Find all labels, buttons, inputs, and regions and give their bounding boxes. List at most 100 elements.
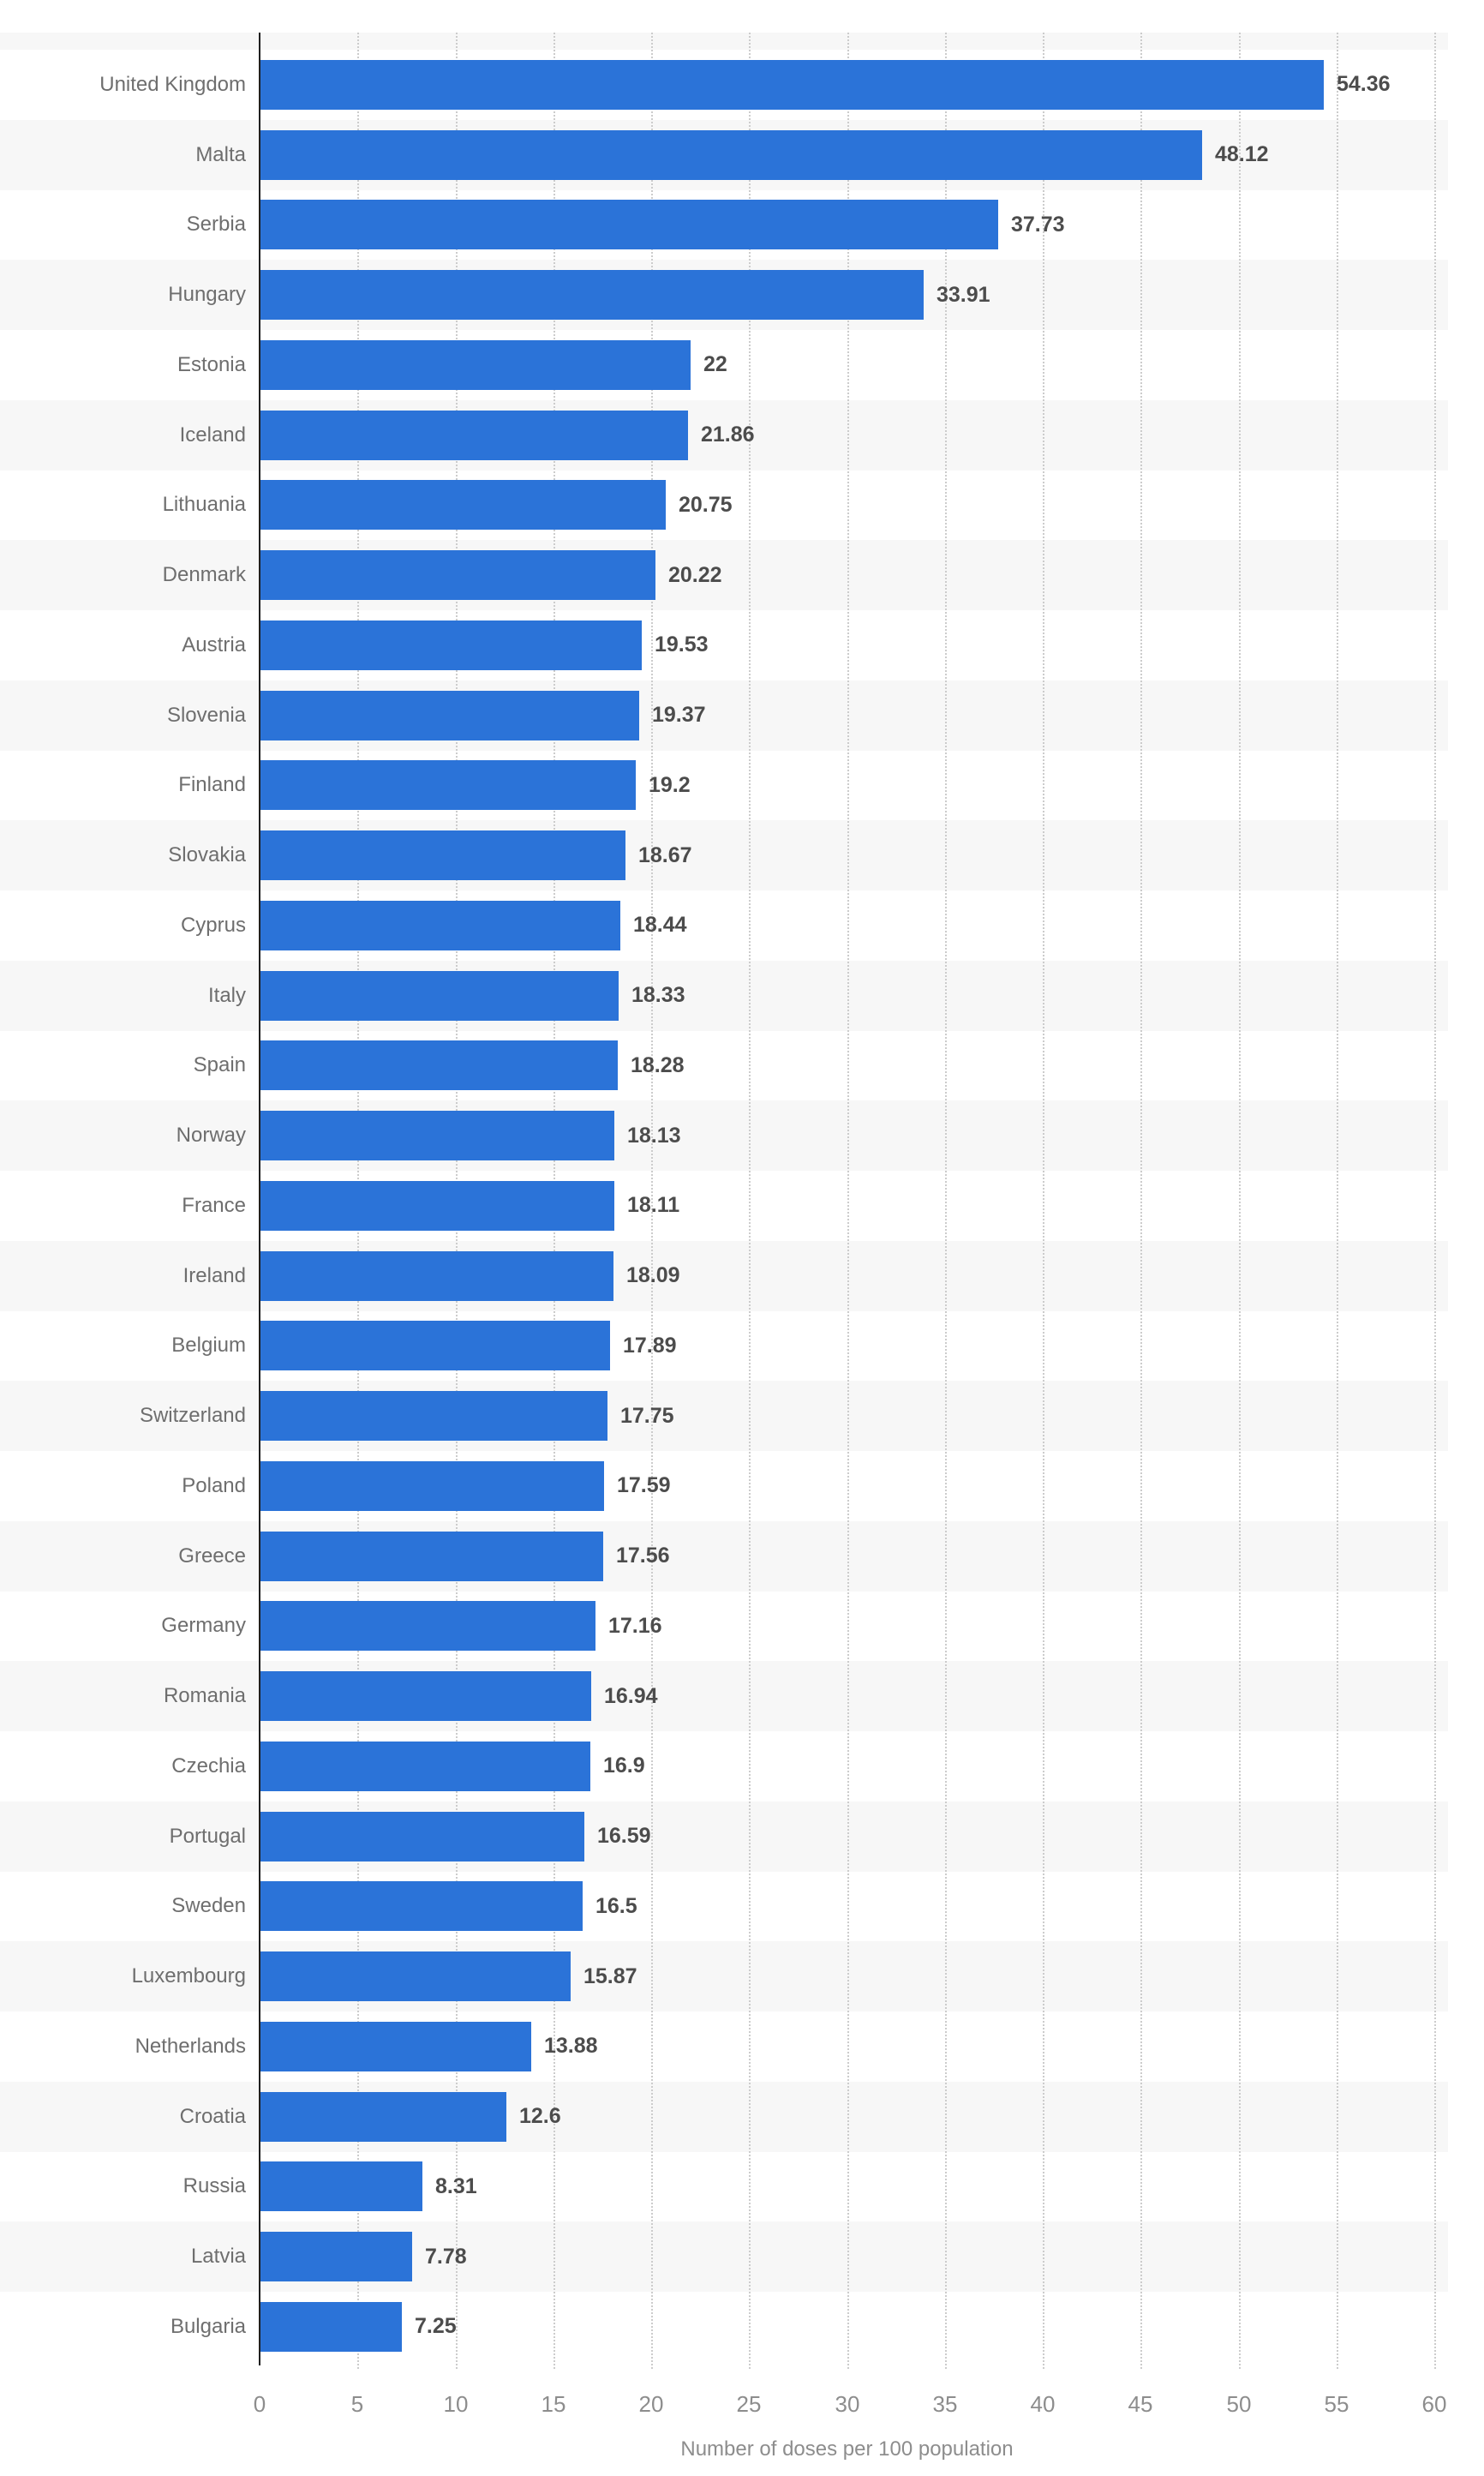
bar[interactable] [260,760,636,811]
bar[interactable] [260,2301,402,2352]
x-tick-label: 45 [1128,2391,1153,2417]
bar[interactable] [260,900,620,950]
value-label: 15.87 [583,1963,637,1988]
category-label: Norway [176,1124,246,1148]
bar-row: Norway 18.13 [0,1100,1484,1171]
bar[interactable] [260,1811,584,1861]
bar[interactable] [260,1180,614,1231]
category-label: Croatia [179,2104,246,2128]
bar[interactable] [260,1321,610,1371]
bar-row: Austria 19.53 [0,610,1484,680]
bar-row: Bulgaria 7.25 [0,2292,1484,2362]
bar[interactable] [260,830,625,881]
bar-row: Luxembourg 15.87 [0,1941,1484,2011]
category-label: Poland [182,1473,246,1497]
bar[interactable] [260,970,619,1021]
bar[interactable] [260,1951,571,2002]
bar-row: Serbia 37.73 [0,190,1484,261]
bar-row: Belgium 17.89 [0,1311,1484,1382]
row-background [0,1801,1448,1872]
category-label: Netherlands [135,2034,246,2058]
row-background [0,1240,1448,1311]
bar-row: Portugal 16.59 [0,1801,1484,1872]
bar-row: Czechia 16.9 [0,1731,1484,1802]
bar[interactable] [260,1391,607,1442]
bar[interactable] [260,1250,613,1301]
value-label: 8.31 [435,2173,477,2198]
bar[interactable] [260,270,924,321]
bar[interactable] [260,1040,618,1091]
bar[interactable] [260,690,639,740]
bar-row: Estonia 22 [0,330,1484,400]
category-label: Malta [195,142,246,166]
value-label: 12.6 [519,2104,561,2129]
row-background [0,960,1448,1031]
value-label: 16.9 [603,1754,645,1778]
bar[interactable] [260,1741,590,1791]
x-tick-label: 35 [932,2391,958,2417]
bar-row: Sweden 16.5 [0,1872,1484,1942]
value-label: 19.53 [655,632,709,657]
value-label: 18.67 [638,842,692,867]
value-label: 17.75 [620,1403,674,1428]
bar[interactable] [260,550,655,601]
bar[interactable] [260,1531,603,1581]
bar[interactable] [260,1601,595,1652]
bar[interactable] [260,620,642,670]
bar[interactable] [260,2021,531,2071]
row-background [0,2081,1448,2152]
category-label: Lithuania [162,493,246,517]
category-label: France [182,1193,246,1217]
value-label: 18.09 [626,1263,680,1288]
value-label: 22 [703,352,727,377]
value-label: 20.75 [679,492,733,517]
bar[interactable] [260,59,1324,110]
bar[interactable] [260,2161,422,2212]
value-label: 20.22 [668,562,722,587]
bar[interactable] [260,2232,412,2282]
bar-row: Poland 17.59 [0,1451,1484,1521]
bar[interactable] [260,1671,591,1722]
bar-row: France 18.11 [0,1171,1484,1241]
category-label: Latvia [190,2245,246,2269]
x-axis-tick-labels: 0 5 10 15 20 25 30 35 40 45 50 55 60 [0,2393,1484,2419]
x-tick-label: 15 [541,2391,566,2417]
x-tick-label: 40 [1030,2391,1056,2417]
value-label: 18.28 [631,1052,685,1077]
bar[interactable] [260,1111,614,1161]
bar[interactable] [260,480,666,531]
category-label: Cyprus [180,913,246,937]
value-label: 48.12 [1215,142,1269,167]
row-background [0,1941,1448,2011]
row-background [0,540,1448,610]
category-label: Slovakia [168,843,246,867]
value-label: 33.91 [936,282,990,307]
x-tick-label: 0 [253,2391,266,2417]
bar-row: Cyprus 18.44 [0,890,1484,961]
bar[interactable] [260,129,1202,180]
value-label: 16.5 [595,1893,637,1918]
bar[interactable] [260,1881,583,1932]
bar[interactable] [260,339,691,390]
x-tick-label: 50 [1226,2391,1252,2417]
bar[interactable] [260,1460,604,1511]
bar[interactable] [260,200,998,250]
bar-row: Romania 16.94 [0,1661,1484,1731]
category-label: Czechia [171,1754,246,1778]
value-label: 16.94 [604,1683,658,1708]
bar-row: Italy 18.33 [0,960,1484,1031]
row-background [0,2221,1448,2292]
category-label: Belgium [171,1334,246,1358]
value-label: 18.13 [627,1123,681,1148]
value-label: 16.59 [597,1824,651,1849]
value-label: 18.11 [627,1193,680,1218]
x-tick-label: 25 [736,2391,762,2417]
bar-row: Germany 17.16 [0,1592,1484,1662]
bar[interactable] [260,2091,506,2142]
bar-row: United Kingdom 54.36 [0,50,1484,120]
row-background [0,399,1448,471]
category-label: Ireland [183,1263,246,1287]
bar-row: Iceland 21.86 [0,399,1484,471]
bar[interactable] [260,410,688,460]
